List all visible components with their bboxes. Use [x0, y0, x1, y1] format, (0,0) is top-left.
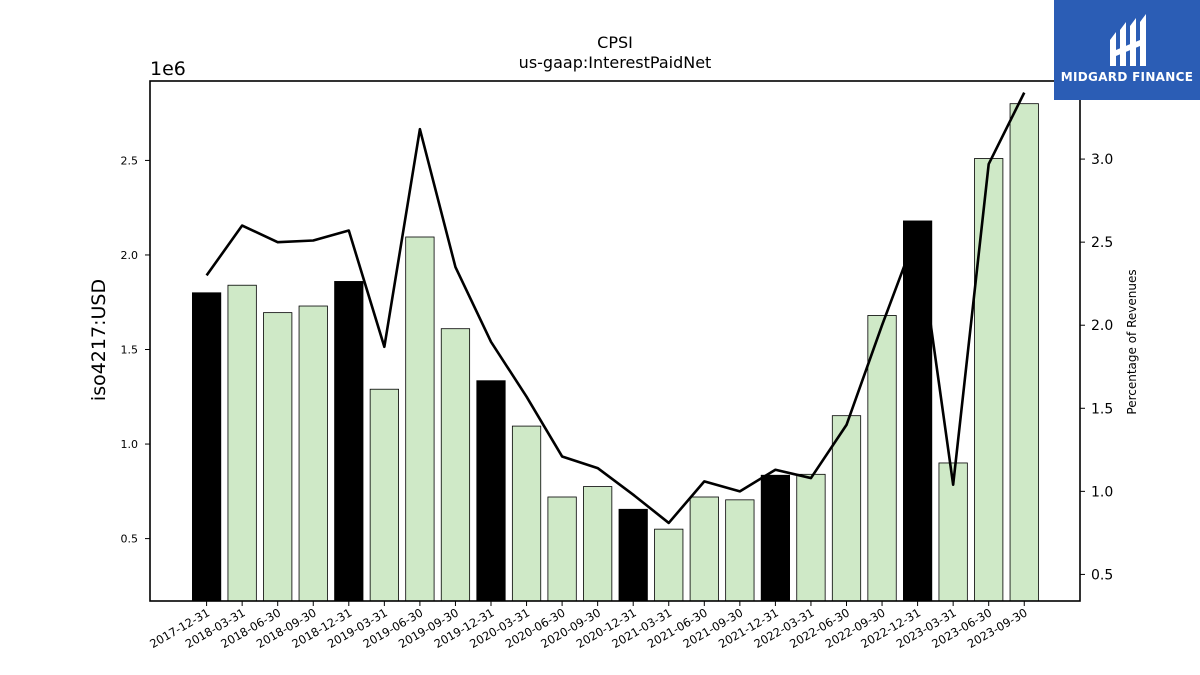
y2-tick-label: 2.5	[1091, 235, 1113, 251]
bar	[867, 315, 897, 602]
midgard-finance-logo: MIDGARD FINANCE	[1054, 0, 1200, 100]
y2-tick-label: 3.0	[1091, 152, 1113, 168]
bar	[903, 220, 933, 602]
bar	[654, 528, 684, 602]
bar	[1009, 103, 1039, 602]
bar	[583, 486, 613, 602]
bar	[298, 305, 328, 602]
bar	[405, 236, 435, 602]
y2-tick-label: 2.0	[1091, 318, 1113, 334]
chart-title: CPSI	[597, 33, 633, 52]
y-tick-label: 0.5	[121, 533, 139, 546]
y-offset-label: 1e6	[150, 58, 186, 80]
y-axis-label: iso4217:USD	[88, 279, 110, 401]
bar	[831, 415, 862, 602]
bar	[547, 496, 577, 602]
bar	[227, 284, 257, 602]
y-tick-label: 1.5	[121, 344, 139, 357]
bar	[796, 473, 826, 602]
y-tick-label: 2.5	[121, 154, 139, 167]
chart-subtitle: us-gaap:InterestPaidNet	[519, 53, 712, 72]
bar	[725, 499, 755, 602]
line-series	[205, 92, 1026, 525]
y2-tick-label: 1.5	[1091, 401, 1113, 417]
bar	[476, 380, 506, 602]
y2-tick-label: 1.0	[1091, 484, 1113, 500]
bar	[974, 158, 1004, 602]
logo-text: MIDGARD FINANCE	[1060, 70, 1194, 84]
y-tick-label: 1.0	[121, 438, 139, 451]
logo-mark-icon	[1110, 14, 1146, 66]
bar	[440, 328, 471, 602]
y-tick-label: 2.0	[121, 249, 139, 262]
y2-tick-label: 0.5	[1091, 567, 1113, 583]
bar	[263, 312, 293, 602]
bar	[511, 425, 542, 602]
bar	[618, 508, 648, 602]
bar	[760, 474, 791, 602]
bar	[369, 388, 399, 602]
bar	[334, 281, 364, 602]
plot-area: 0.51.01.52.02.50.51.01.52.02.53.02017-12…	[121, 80, 1113, 651]
bar	[689, 496, 719, 602]
bar	[191, 292, 222, 602]
y2-axis-label: Percentage of Revenues	[1125, 269, 1139, 414]
plot-frame	[149, 80, 1081, 602]
